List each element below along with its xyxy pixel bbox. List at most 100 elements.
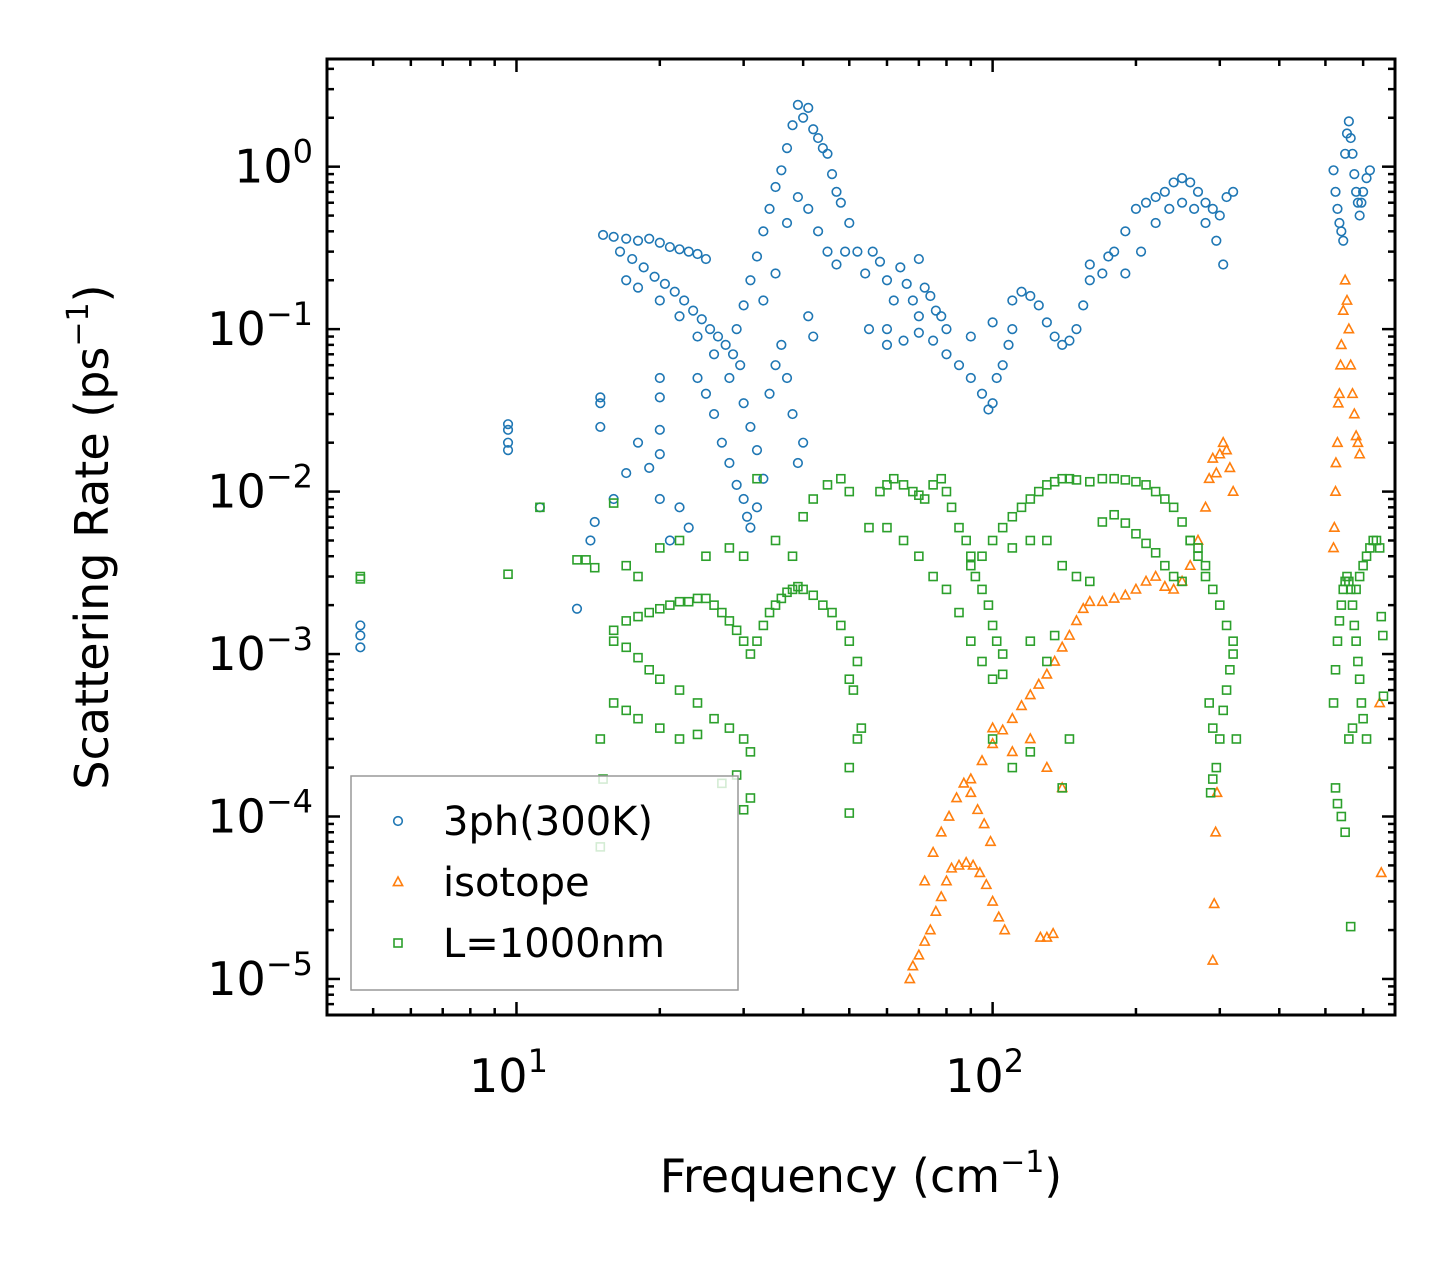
data-point bbox=[745, 649, 756, 659]
data-point bbox=[976, 388, 988, 399]
data-point bbox=[1200, 560, 1211, 571]
data-point bbox=[928, 335, 939, 346]
data-point bbox=[881, 339, 893, 350]
data-point bbox=[1034, 930, 1047, 942]
data-point bbox=[621, 616, 632, 626]
data-point bbox=[1003, 339, 1014, 350]
data-point bbox=[1228, 649, 1238, 659]
data-point bbox=[1207, 203, 1218, 214]
data-point bbox=[688, 305, 699, 316]
data-point bbox=[882, 480, 892, 490]
data-point bbox=[1221, 191, 1232, 203]
data-point bbox=[1159, 186, 1170, 197]
data-point bbox=[758, 295, 769, 306]
data-point bbox=[787, 551, 798, 562]
data-point bbox=[655, 723, 665, 733]
data-point bbox=[925, 290, 936, 302]
data-point bbox=[1160, 560, 1170, 571]
data-point bbox=[1351, 435, 1364, 448]
data-point bbox=[654, 493, 665, 505]
data-point bbox=[867, 246, 878, 257]
data-point bbox=[1057, 339, 1068, 350]
x-tick-label: 101 bbox=[469, 1042, 548, 1103]
data-point bbox=[935, 890, 948, 902]
data-point bbox=[1103, 251, 1114, 262]
data-point bbox=[633, 713, 643, 724]
data-point bbox=[1354, 674, 1365, 685]
data-point bbox=[654, 424, 665, 435]
data-point bbox=[720, 339, 731, 350]
data-point bbox=[1150, 486, 1161, 497]
data-point bbox=[741, 511, 753, 522]
data-point bbox=[701, 593, 711, 604]
data-point bbox=[1042, 535, 1052, 546]
data-point bbox=[633, 652, 643, 663]
data-point bbox=[1211, 762, 1222, 773]
data-point bbox=[863, 324, 875, 335]
data-point bbox=[941, 324, 952, 335]
data-point bbox=[535, 502, 545, 513]
y-tick-label: 10−1 bbox=[207, 295, 313, 356]
data-point bbox=[971, 803, 984, 815]
data-point bbox=[1221, 620, 1232, 631]
data-point bbox=[927, 845, 940, 857]
data-point bbox=[1131, 528, 1141, 539]
data-point bbox=[1056, 640, 1069, 652]
data-point bbox=[655, 543, 665, 553]
data-point bbox=[1351, 186, 1362, 197]
data-point bbox=[589, 516, 600, 528]
data-point bbox=[844, 636, 855, 646]
data-point bbox=[1351, 584, 1361, 595]
y-tick-label: 100 bbox=[234, 133, 313, 194]
data-point bbox=[724, 372, 735, 384]
data-point bbox=[708, 349, 720, 360]
data-point bbox=[966, 636, 976, 646]
data-point bbox=[752, 636, 762, 646]
data-point bbox=[608, 625, 619, 636]
data-point bbox=[1375, 866, 1388, 878]
data-point bbox=[1200, 217, 1211, 229]
data-point bbox=[1328, 165, 1339, 176]
data-point bbox=[654, 449, 665, 460]
data-point bbox=[1083, 595, 1096, 607]
data-point bbox=[1131, 476, 1141, 487]
data-point bbox=[1130, 203, 1142, 214]
data-point bbox=[798, 511, 808, 522]
data-point bbox=[776, 339, 787, 350]
data-point bbox=[836, 473, 846, 484]
data-point bbox=[1033, 300, 1044, 311]
data-point bbox=[735, 360, 746, 371]
data-point bbox=[966, 560, 976, 571]
x-axis-title: Frequency (cm−1) bbox=[660, 1145, 1063, 1203]
data-point bbox=[621, 642, 632, 653]
data-point bbox=[1024, 688, 1037, 700]
data-point bbox=[745, 275, 756, 286]
data-point bbox=[1097, 517, 1108, 527]
data-point bbox=[1376, 611, 1387, 622]
data-point bbox=[936, 473, 947, 484]
data-point bbox=[727, 349, 739, 360]
data-point bbox=[1332, 396, 1345, 408]
data-point bbox=[649, 271, 660, 282]
data-point bbox=[674, 502, 685, 513]
data-point bbox=[1340, 148, 1351, 159]
data-point bbox=[966, 551, 976, 562]
data-point bbox=[1199, 500, 1212, 512]
series-triangle bbox=[903, 273, 1388, 984]
data-point bbox=[1336, 226, 1347, 237]
data-point bbox=[1209, 825, 1222, 837]
data-point bbox=[770, 535, 781, 546]
data-point bbox=[581, 555, 591, 565]
data-point bbox=[1120, 518, 1131, 528]
data-point bbox=[1225, 664, 1235, 675]
data-point bbox=[664, 241, 675, 253]
data-point bbox=[1025, 494, 1036, 504]
data-point bbox=[1120, 475, 1131, 485]
data-point bbox=[608, 698, 619, 708]
data-point bbox=[1007, 324, 1018, 335]
data-point bbox=[987, 734, 998, 744]
data-point bbox=[1007, 543, 1018, 553]
data-point bbox=[1337, 303, 1350, 316]
data-point bbox=[1358, 560, 1368, 571]
data-point bbox=[1168, 502, 1179, 513]
